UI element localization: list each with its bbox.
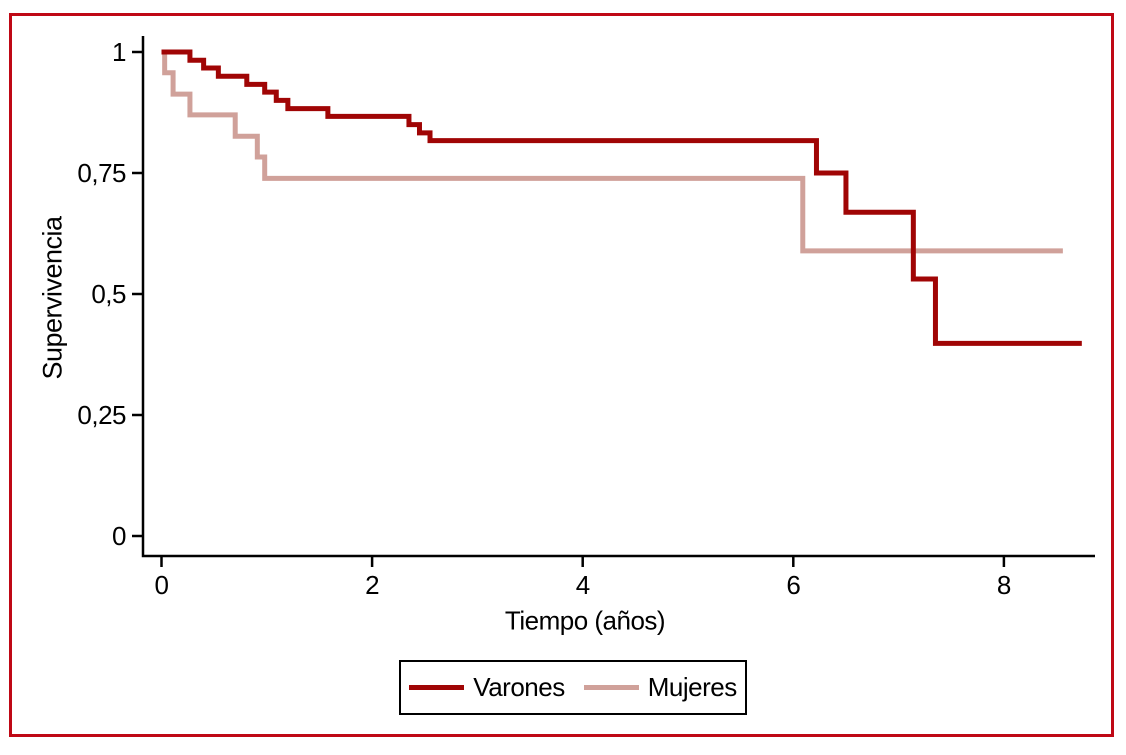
x-tick-label: 2 — [365, 570, 379, 600]
y-axis-title: Supervivencia — [37, 216, 68, 380]
axes — [141, 36, 1095, 558]
y-tick-label: 1 — [112, 37, 126, 67]
legend: Varones Mujeres — [399, 660, 747, 715]
y-tick-label: 0 — [112, 521, 126, 551]
varones-curve — [161, 49, 1082, 346]
y-tick-label: 0,25 — [77, 400, 126, 430]
y-tick-label: 0,75 — [77, 158, 126, 188]
mujeres-curve — [161, 49, 1063, 254]
x-tick-label: 6 — [786, 570, 800, 600]
legend-label-varones: Varones — [473, 672, 565, 702]
varones-line-swatch — [409, 685, 465, 690]
legend-item-varones: Varones — [409, 672, 565, 703]
x-tick-label: 8 — [997, 570, 1011, 600]
y-tick-label: 0,5 — [91, 279, 126, 309]
x-axis-title: Tiempo (años) — [504, 605, 666, 636]
legend-item-mujeres: Mujeres — [583, 672, 737, 703]
x-tick-label: 0 — [155, 570, 169, 600]
mujeres-line-swatch — [583, 685, 639, 690]
legend-label-mujeres: Mujeres — [647, 672, 737, 702]
x-tick-label: 4 — [576, 570, 590, 600]
